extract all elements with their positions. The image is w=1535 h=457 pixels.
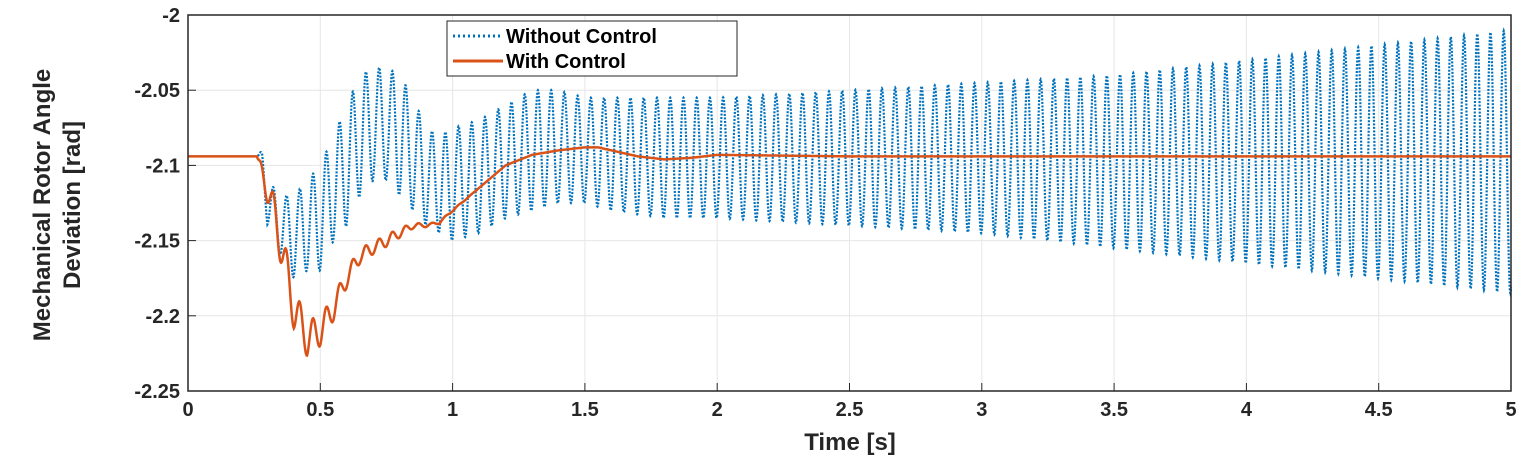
- y-tick-labels: -2 -2.05 -2.1 -2.15 -2.2 -2.25: [134, 5, 180, 403]
- x-axis-label: Time [s]: [804, 429, 896, 456]
- y-tick-label: -2.2: [146, 306, 180, 328]
- y-tick-label: -2.05: [134, 80, 180, 102]
- x-tick-label: 3: [976, 399, 987, 421]
- y-axis-label-line-1: Mechanical Rotor Angle: [29, 69, 56, 341]
- legend: Without Control With Control: [446, 20, 738, 77]
- y-axis-label: Mechanical Rotor Angle Deviation [rad]: [29, 69, 86, 341]
- x-tick-label: 5: [1505, 399, 1516, 421]
- x-tick-label: 3.5: [1100, 399, 1128, 421]
- x-tick-label: 0.5: [306, 399, 334, 421]
- plot-frame: [187, 14, 1512, 392]
- x-tick-label: 4: [1241, 399, 1253, 421]
- y-axis-label-line-2: Deviation [rad]: [59, 121, 86, 289]
- x-tick-label: 2.5: [836, 399, 864, 421]
- legend-label-without-control: Without Control: [506, 26, 657, 48]
- legend-label-with-control: With Control: [506, 51, 626, 73]
- y-tick-label: -2.1: [146, 155, 180, 177]
- x-tick-labels: 0 0.5 1 1.5 2 2.5 3 3.5 4 4.5 5: [182, 399, 1516, 421]
- grid: [187, 14, 1512, 392]
- series-group: [188, 27, 1513, 358]
- x-tick-label: 1: [447, 399, 458, 421]
- x-tick-label: 2: [712, 399, 723, 421]
- y-tick-label: -2.25: [134, 381, 180, 403]
- series-with-control-line: [188, 146, 1511, 358]
- y-tick-label: -2.15: [134, 231, 180, 253]
- y-tick-label: -2: [162, 5, 180, 27]
- x-tick-label: 1.5: [571, 399, 599, 421]
- x-tick-label: 4.5: [1365, 399, 1393, 421]
- legend-box: [446, 20, 738, 77]
- x-tick-label: 0: [182, 399, 193, 421]
